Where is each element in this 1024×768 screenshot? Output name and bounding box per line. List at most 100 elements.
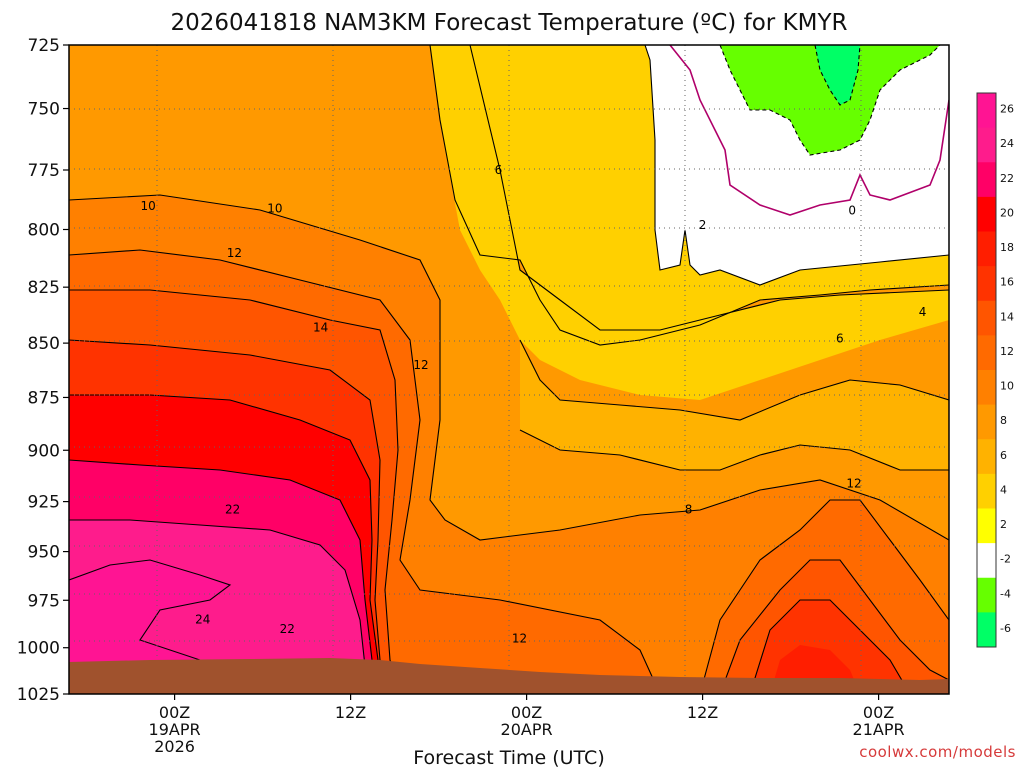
chart-title: 2026041818 NAM3KM Forecast Temperature (… <box>171 10 848 36</box>
y-tick-label: 1025 <box>17 685 60 705</box>
y-tick-label: 725 <box>28 36 60 56</box>
contour-lines <box>69 45 949 694</box>
colorbar-swatch <box>977 266 996 302</box>
colorbar-swatch <box>977 404 996 440</box>
contour-label: 2 <box>699 218 707 232</box>
colorbar-label: 22 <box>1000 172 1014 185</box>
contour-label: 12 <box>227 246 242 260</box>
contour-label: 10 <box>267 201 282 215</box>
contour-line <box>469 45 949 331</box>
colorbar-label: -4 <box>1000 587 1011 600</box>
colorbar: 26 24 22 20 18 16 14 12 10 8 6 4 2 -2 -4 -6 <box>976 92 1014 648</box>
x-tick-label: 12Z <box>335 703 366 722</box>
plot-frame <box>68 44 950 695</box>
y-tick-label: 950 <box>28 543 60 563</box>
colorbar-label: 24 <box>1000 137 1014 150</box>
contour-label: 14 <box>313 321 328 335</box>
y-tick-label: 1000 <box>17 639 60 659</box>
credit-text: coolwx.com/models <box>859 743 1016 761</box>
colorbar-label: 8 <box>1000 414 1007 427</box>
colorbar-swatch <box>977 577 996 613</box>
y-tick-label: 875 <box>28 388 60 408</box>
band-green-dark <box>815 45 860 105</box>
colorbar-swatch <box>977 543 996 579</box>
contour-line-dashed <box>719 45 941 156</box>
contour-label: 12 <box>413 358 428 372</box>
contour-line <box>69 459 381 694</box>
band-yellow-mid <box>430 45 949 400</box>
x-tick-label: 00Z <box>511 703 542 722</box>
contour-line <box>69 394 386 694</box>
contour-label: 22 <box>225 503 240 517</box>
y-tick-label: 825 <box>28 278 60 298</box>
contour-label: 24 <box>195 612 210 626</box>
contour-label: 10 <box>141 199 156 213</box>
y-tick-label: 750 <box>28 100 60 120</box>
colorbar-label: 6 <box>1000 449 1007 462</box>
x-tick-label: 00Z <box>863 703 894 722</box>
colorbar-swatch <box>977 335 996 371</box>
y-axis: 725 750 775 800 825 850 875 900 925 950 975 1000 102… <box>17 36 69 705</box>
contour-line <box>699 499 949 694</box>
band-orange-8b <box>520 340 949 470</box>
colorbar-label: 18 <box>1000 241 1014 254</box>
colorbar-label: -2 <box>1000 553 1011 566</box>
contour-line <box>69 194 949 541</box>
contour-label: 6 <box>836 332 844 346</box>
y-tick-label: 925 <box>28 493 60 513</box>
colorbar-label: 2 <box>1000 518 1007 531</box>
contour-label: 12 <box>846 476 861 490</box>
colorbar-swatch <box>977 612 996 648</box>
grid <box>69 45 949 694</box>
contour-label: 6 <box>495 163 503 177</box>
y-tick-label: 775 <box>28 161 60 181</box>
contour-label: 12 <box>512 631 527 645</box>
colorbar-label: 14 <box>1000 310 1014 323</box>
y-tick-label: 975 <box>28 591 60 611</box>
x-tick-label: 21APR <box>853 720 905 739</box>
zero-isotherm <box>669 45 949 216</box>
contour-label: 22 <box>280 622 295 636</box>
contour-label: 4 <box>919 305 927 319</box>
contour-label: 8 <box>685 503 693 517</box>
colorbar-swatch <box>977 231 996 267</box>
contour-line <box>429 45 949 346</box>
x-tick-label: 19APR <box>149 720 201 739</box>
colorbar-swatch <box>977 196 996 232</box>
contour-line <box>519 339 949 421</box>
contour-line <box>749 599 911 694</box>
y-tick-label: 850 <box>28 334 60 354</box>
colorbar-swatch <box>977 439 996 475</box>
surface-terrain <box>69 658 949 694</box>
colorbar-swatch <box>977 508 996 544</box>
colorbar-label: 26 <box>1000 103 1014 116</box>
contour-line <box>69 339 391 694</box>
contour-label: 0 <box>848 204 856 218</box>
contour-line <box>69 249 661 694</box>
colorbar-label: 16 <box>1000 276 1014 289</box>
colorbar-swatch <box>977 93 996 129</box>
colorbar-label: 20 <box>1000 206 1014 219</box>
x-tick-label: 00Z <box>159 703 190 722</box>
contour-line <box>69 289 401 694</box>
x-tick-label: 12Z <box>687 703 718 722</box>
colorbar-swatch <box>977 162 996 198</box>
x-tick-label: 2026 <box>154 737 195 756</box>
contour-line-dashed <box>814 45 861 106</box>
colorbar-swatch <box>977 370 996 406</box>
x-axis-title: Forecast Time (UTC) <box>413 747 604 768</box>
band-green <box>720 45 940 155</box>
contour-line <box>69 519 369 694</box>
colorbar-frame <box>976 92 997 648</box>
y-tick-label: 900 <box>28 441 60 461</box>
colorbar-label: 4 <box>1000 483 1007 496</box>
contour-line <box>644 45 949 286</box>
x-tick-label: 20APR <box>501 720 553 739</box>
colorbar-label: 10 <box>1000 380 1014 393</box>
colorbar-swatch <box>977 300 996 336</box>
colorbar-label: -6 <box>1000 622 1011 635</box>
colorbar-swatch <box>977 473 996 509</box>
colorbar-swatch <box>977 127 996 163</box>
